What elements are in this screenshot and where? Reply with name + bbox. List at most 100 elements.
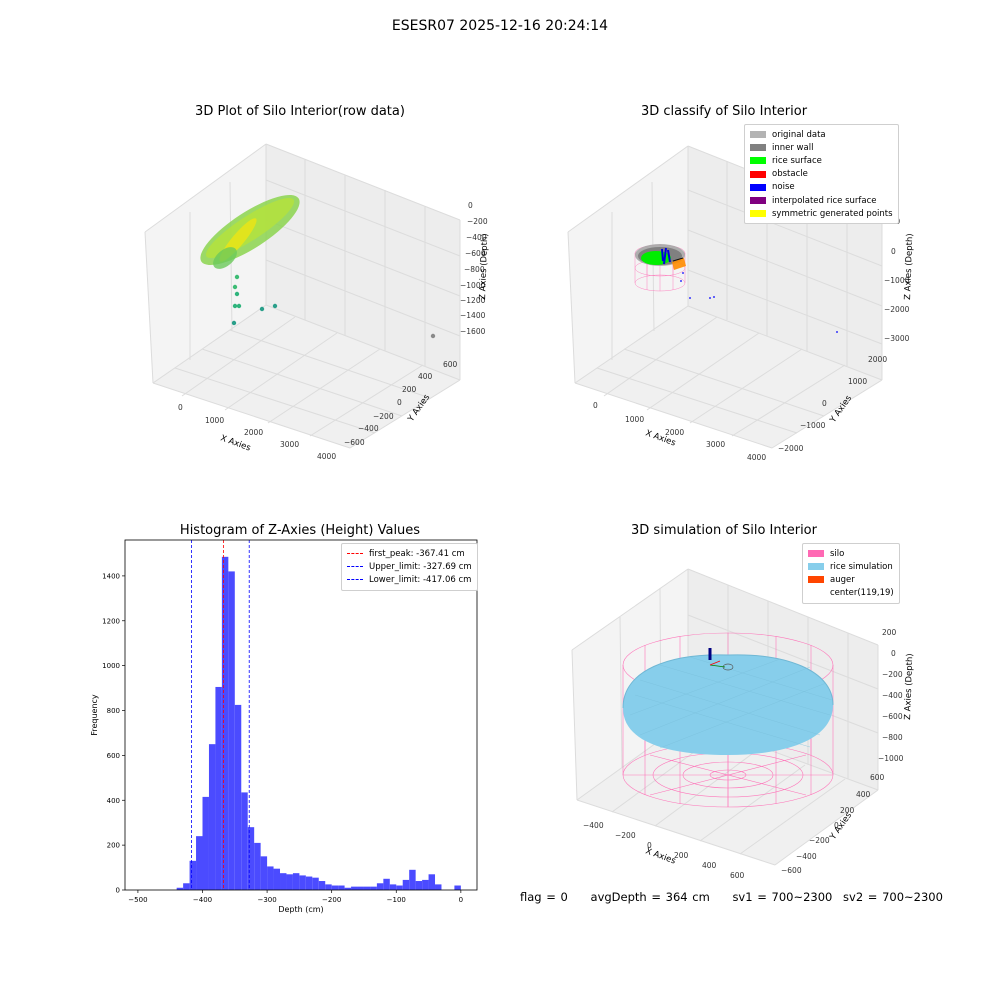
svg-text:−1000: −1000	[460, 281, 486, 290]
avg-depth-text: avgDepth = 364 cm	[590, 890, 710, 904]
legend-item: original data	[750, 128, 893, 141]
svg-text:200: 200	[840, 806, 855, 815]
y-tick-label: 1400	[102, 572, 120, 580]
classify-point-cloud	[634, 244, 838, 333]
histogram-bar	[292, 873, 300, 890]
svg-text:−400: −400	[358, 424, 379, 433]
legend-item: inner wall	[750, 141, 893, 154]
svg-text:−600: −600	[882, 712, 903, 721]
svg-text:−200: −200	[882, 670, 903, 679]
svg-text:600: 600	[730, 871, 745, 880]
y-tick-label: 200	[107, 842, 120, 850]
histogram-bar	[363, 886, 371, 890]
histogram-bar	[428, 874, 436, 890]
svg-text:−1400: −1400	[460, 311, 486, 320]
histogram-bar	[234, 704, 242, 890]
svg-text:600: 600	[870, 773, 885, 782]
simulation-plot-title: 3D simulation of Silo Interior	[631, 523, 817, 538]
svg-text:−200: −200	[615, 831, 636, 840]
svg-text:−2000: −2000	[778, 444, 804, 453]
svg-text:−2000: −2000	[884, 305, 910, 314]
histogram-bar	[267, 866, 274, 890]
simulation-legend: silo rice simulation auger center(119,19…	[802, 543, 900, 604]
histogram-x-ticks: −500 −400 −300 −200 −100 0	[128, 890, 463, 904]
legend-item: obstacle	[750, 168, 893, 181]
histogram-bar	[318, 881, 326, 890]
svg-text:−1000: −1000	[884, 276, 910, 285]
histogram-bar	[325, 884, 332, 890]
histogram-bar	[396, 885, 403, 890]
svg-text:−800: −800	[882, 733, 903, 742]
svg-text:0: 0	[822, 399, 827, 408]
raw-point-cloud	[200, 194, 436, 339]
histogram-bar	[422, 879, 429, 890]
status-footer: flag = 0 avgDepth = 364 cm sv1 = 700~230…	[520, 890, 961, 904]
histogram-x-axis-label: Depth (cm)	[278, 905, 323, 914]
raw-tick-labels: 0 1000 2000 3000 4000 600 400 200 0 −200…	[178, 201, 488, 460]
svg-text:−400: −400	[466, 233, 487, 242]
legend-item: rice simulation	[808, 560, 894, 573]
simulation-x-axis-label: X Axies	[644, 846, 677, 866]
simulation-z-axis-label: Z Axies (Depth)	[903, 653, 915, 720]
histogram-bar	[299, 875, 306, 890]
x-tick-label: 0	[459, 896, 463, 904]
svg-text:−200: −200	[809, 836, 830, 845]
histogram-legend: first_peak: -367.41 cm Upper_limit: -327…	[341, 543, 478, 591]
histogram-bar	[183, 883, 190, 890]
histogram-bar	[196, 836, 203, 890]
svg-text:2000: 2000	[665, 428, 684, 437]
svg-text:0: 0	[891, 649, 896, 658]
histogram-bar	[402, 879, 410, 890]
histogram-bar	[312, 877, 319, 890]
svg-text:−200: −200	[467, 217, 488, 226]
histogram-bar	[370, 886, 377, 890]
svg-text:0: 0	[468, 201, 473, 210]
histogram-bar	[228, 571, 235, 890]
svg-text:1000: 1000	[625, 415, 644, 424]
y-tick-label: 400	[107, 797, 120, 805]
histogram-bar	[338, 885, 345, 890]
sv1-text: sv1 = 700~2300	[732, 890, 833, 904]
svg-text:1000: 1000	[205, 416, 224, 425]
histogram-bars	[176, 556, 461, 890]
svg-text:−1000: −1000	[878, 754, 904, 763]
svg-text:−1600: −1600	[460, 327, 486, 336]
legend-item: interpolated rice surface	[750, 194, 893, 207]
raw-plot-title: 3D Plot of Silo Interior(row data)	[195, 104, 405, 119]
legend-item: first_peak: -367.41 cm	[347, 547, 472, 560]
histogram-bar	[202, 796, 209, 890]
histogram-bar	[273, 868, 281, 890]
legend-item: auger	[808, 573, 894, 586]
svg-text:4000: 4000	[317, 452, 336, 460]
svg-text:200: 200	[882, 628, 897, 637]
y-tick-label: 0	[116, 887, 120, 895]
svg-text:4000: 4000	[747, 453, 766, 462]
histogram-bar	[409, 869, 416, 890]
histogram-bar	[286, 874, 293, 890]
svg-text:400: 400	[856, 790, 871, 799]
svg-text:0: 0	[593, 401, 598, 410]
x-tick-label: −200	[322, 896, 341, 904]
legend-item: center(119,19)	[808, 587, 894, 600]
histogram-bar	[176, 887, 184, 890]
histogram-bar	[221, 556, 229, 890]
svg-text:0: 0	[397, 398, 402, 407]
histogram-bar	[376, 883, 384, 890]
y-tick-label: 800	[107, 707, 120, 715]
svg-text:600: 600	[443, 360, 458, 369]
svg-text:1000: 1000	[848, 377, 867, 386]
svg-text:0: 0	[834, 821, 839, 830]
legend-item: Upper_limit: -327.69 cm	[347, 560, 472, 573]
svg-text:0: 0	[178, 403, 183, 412]
y-tick-label: 600	[107, 752, 120, 760]
y-tick-label: 1000	[102, 662, 120, 670]
histogram-reference-lines	[191, 540, 250, 890]
histogram-bar	[415, 881, 423, 890]
svg-text:3000: 3000	[280, 440, 299, 449]
svg-text:200: 200	[674, 851, 689, 860]
x-tick-label: −100	[387, 896, 406, 904]
x-tick-label: −400	[193, 896, 212, 904]
histogram-title: Histogram of Z-Axies (Height) Values	[179, 523, 421, 538]
sv2-text: sv2 = 700~2300	[843, 890, 943, 904]
histogram-bar	[280, 873, 287, 890]
